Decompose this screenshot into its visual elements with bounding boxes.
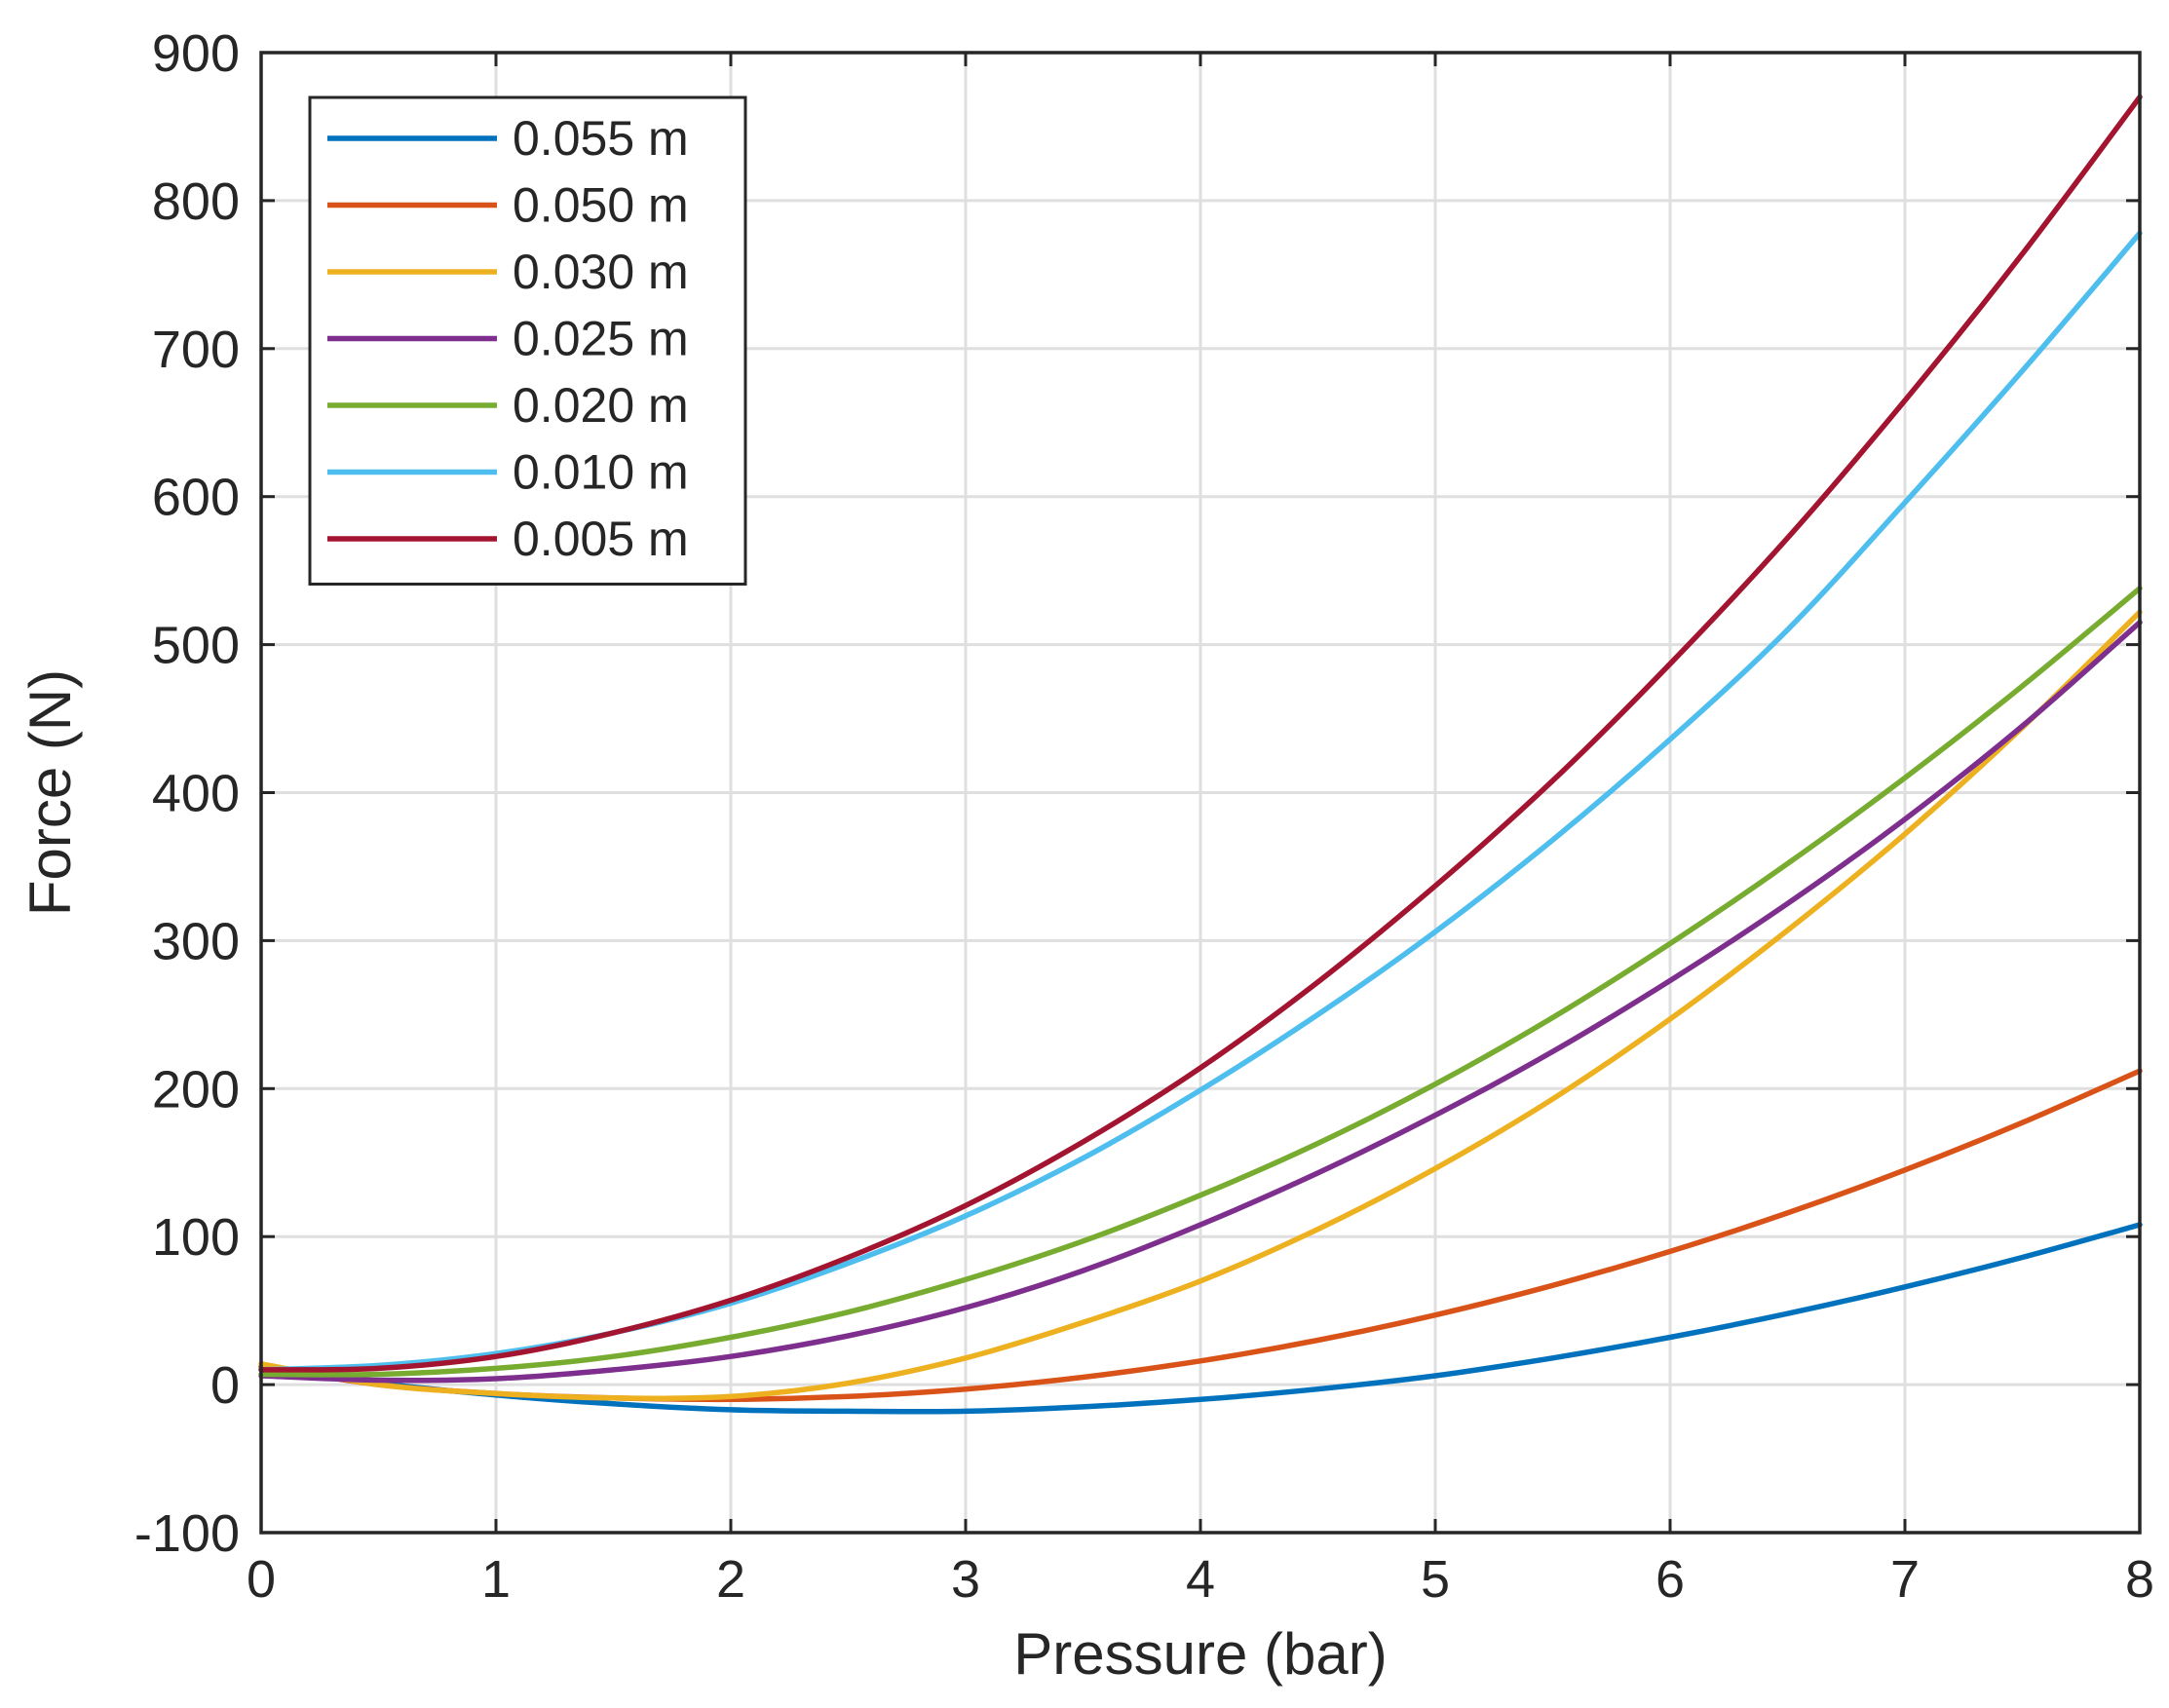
y-tick-label: 400 <box>152 765 240 823</box>
series-line-0-005-m <box>258 94 2143 1373</box>
series-line-0-025-m <box>258 620 2143 1384</box>
x-tick-label: 2 <box>716 1550 745 1609</box>
x-tick-label: 3 <box>951 1550 980 1609</box>
y-tick-label: 800 <box>152 172 240 231</box>
y-tick-label: -100 <box>134 1504 240 1563</box>
legend-label: 0.005 m <box>513 512 689 566</box>
x-axis-title: Pressure (bar) <box>1013 1621 1387 1687</box>
x-tick-label: 8 <box>2125 1550 2154 1609</box>
legend-label: 0.020 m <box>513 378 689 433</box>
y-axis-title: Force (N) <box>18 669 83 916</box>
x-tick-label: 4 <box>1186 1550 1215 1609</box>
y-tick-label: 300 <box>152 912 240 970</box>
y-tick-label: 700 <box>152 321 240 379</box>
y-tick-label: 100 <box>152 1208 240 1267</box>
x-tick-label: 0 <box>247 1550 276 1609</box>
series-line-0-030-m <box>258 609 2143 1401</box>
legend-label: 0.030 m <box>513 245 689 299</box>
axis-ticks: 0 1 2 3 4 5 6 7 8-100010020030040050060070080090… <box>134 24 2154 1609</box>
y-tick-label: 500 <box>152 617 240 675</box>
legend: 0.055 m 0.050 m 0.030 m 0.025 m 0.020 m 0.010… <box>308 95 747 586</box>
data-series <box>258 94 2143 1415</box>
y-tick-label: 200 <box>152 1060 240 1119</box>
legend-label: 0.055 m <box>513 111 689 166</box>
series-line-0-055-m <box>258 1222 2143 1415</box>
y-tick-label: 900 <box>152 24 240 83</box>
legend-label: 0.050 m <box>513 178 689 233</box>
y-tick-label: 600 <box>152 469 240 527</box>
x-tick-label: 6 <box>1655 1550 1685 1609</box>
legend-label: 0.010 m <box>513 445 689 500</box>
x-tick-label: 7 <box>1890 1550 1920 1609</box>
series-line-0-020-m <box>258 586 2143 1378</box>
x-tick-label: 5 <box>1421 1550 1450 1609</box>
legend-label: 0.025 m <box>513 312 689 366</box>
x-tick-label: 1 <box>481 1550 511 1609</box>
y-tick-label: 0 <box>210 1356 240 1415</box>
